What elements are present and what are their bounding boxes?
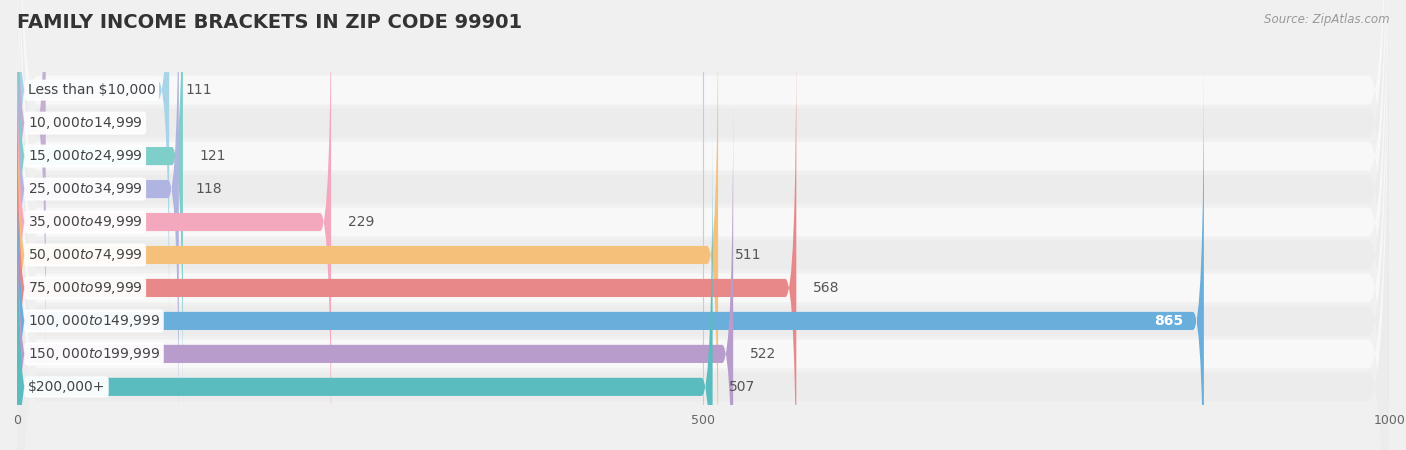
FancyBboxPatch shape — [17, 33, 796, 450]
FancyBboxPatch shape — [17, 132, 713, 450]
FancyBboxPatch shape — [17, 0, 1389, 450]
Text: 522: 522 — [749, 347, 776, 361]
FancyBboxPatch shape — [17, 0, 169, 345]
Text: 507: 507 — [730, 380, 755, 394]
Text: 121: 121 — [200, 149, 226, 163]
FancyBboxPatch shape — [17, 0, 1389, 450]
Text: 865: 865 — [1154, 314, 1184, 328]
FancyBboxPatch shape — [17, 0, 179, 444]
Text: 21: 21 — [62, 116, 80, 130]
FancyBboxPatch shape — [17, 0, 718, 450]
Text: Source: ZipAtlas.com: Source: ZipAtlas.com — [1264, 14, 1389, 27]
FancyBboxPatch shape — [17, 0, 332, 450]
FancyBboxPatch shape — [17, 0, 1389, 450]
Text: $75,000 to $99,999: $75,000 to $99,999 — [28, 280, 142, 296]
Text: 118: 118 — [195, 182, 222, 196]
Text: Less than $10,000: Less than $10,000 — [28, 83, 156, 97]
Text: 229: 229 — [347, 215, 374, 229]
FancyBboxPatch shape — [17, 0, 1389, 450]
Text: FAMILY INCOME BRACKETS IN ZIP CODE 99901: FAMILY INCOME BRACKETS IN ZIP CODE 99901 — [17, 14, 522, 32]
FancyBboxPatch shape — [17, 0, 1389, 450]
Text: 568: 568 — [813, 281, 839, 295]
FancyBboxPatch shape — [17, 0, 183, 411]
Text: $200,000+: $200,000+ — [28, 380, 105, 394]
FancyBboxPatch shape — [17, 0, 1389, 450]
Text: $15,000 to $24,999: $15,000 to $24,999 — [28, 148, 142, 164]
Text: $10,000 to $14,999: $10,000 to $14,999 — [28, 115, 142, 131]
FancyBboxPatch shape — [17, 0, 1389, 450]
FancyBboxPatch shape — [17, 0, 45, 378]
Text: $35,000 to $49,999: $35,000 to $49,999 — [28, 214, 142, 230]
FancyBboxPatch shape — [17, 0, 1389, 450]
FancyBboxPatch shape — [17, 0, 1389, 450]
Text: $50,000 to $74,999: $50,000 to $74,999 — [28, 247, 142, 263]
FancyBboxPatch shape — [17, 99, 733, 450]
Text: 511: 511 — [734, 248, 761, 262]
Text: $150,000 to $199,999: $150,000 to $199,999 — [28, 346, 160, 362]
Text: $25,000 to $34,999: $25,000 to $34,999 — [28, 181, 142, 197]
FancyBboxPatch shape — [17, 66, 1204, 450]
Text: $100,000 to $149,999: $100,000 to $149,999 — [28, 313, 160, 329]
FancyBboxPatch shape — [17, 0, 1389, 450]
Text: 111: 111 — [186, 83, 212, 97]
